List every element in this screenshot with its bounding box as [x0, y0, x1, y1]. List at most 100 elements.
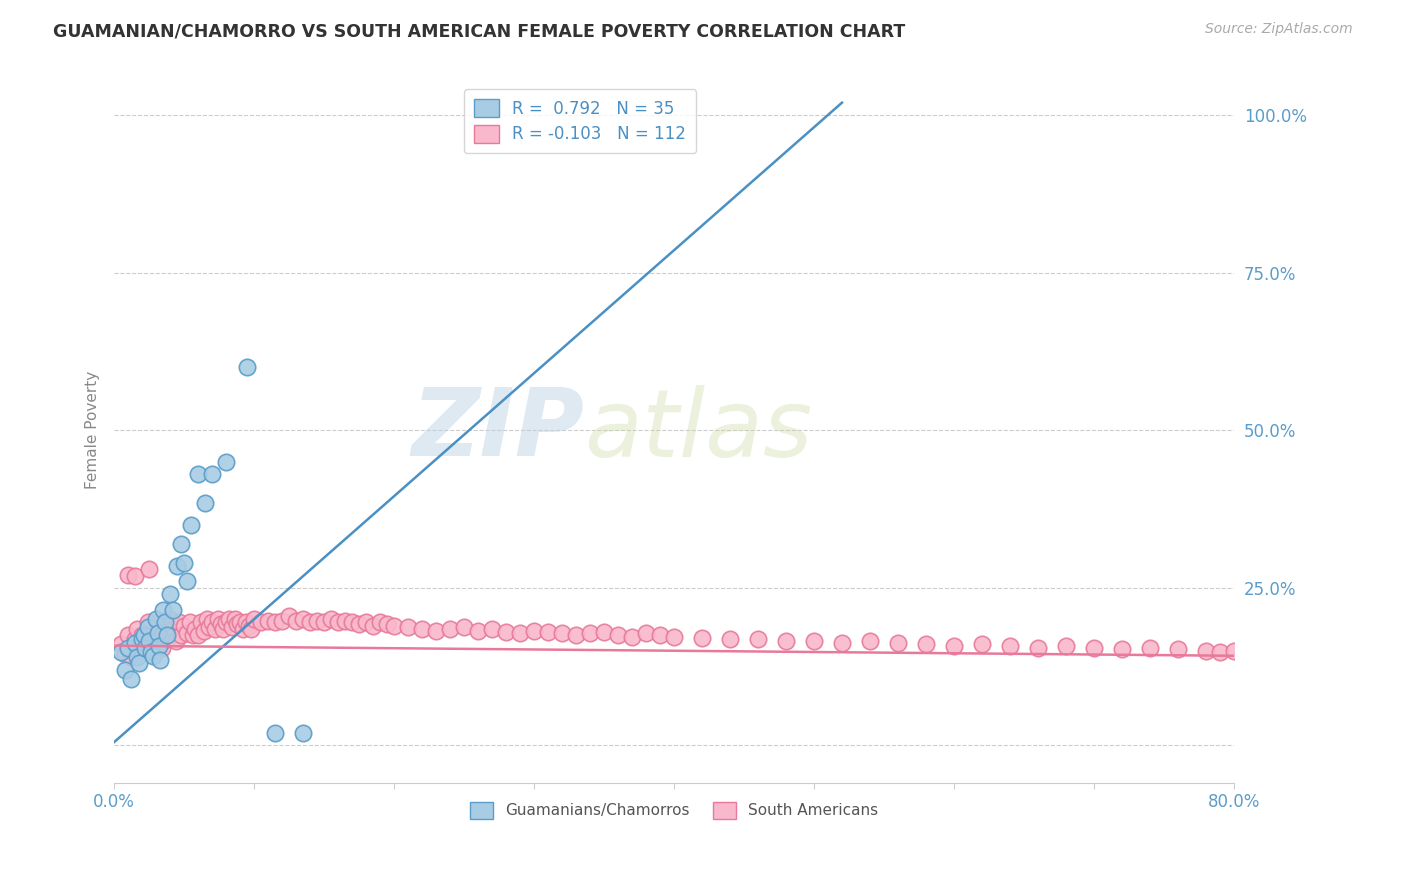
Point [110, 637, 132, 651]
Point [159, 612, 181, 626]
Point [509, 626, 531, 640]
Point [124, 636, 146, 650]
Point [648, 628, 671, 642]
Point [187, 628, 209, 642]
Point [150, 640, 173, 655]
Point [128, 640, 150, 655]
Point [593, 624, 616, 639]
Point [156, 628, 179, 642]
Point [264, 615, 287, 630]
Point [162, 603, 184, 617]
Point [179, 615, 201, 630]
Point [176, 574, 198, 589]
Point [1111, 642, 1133, 657]
Point [193, 624, 215, 638]
Point [124, 632, 146, 647]
Y-axis label: Female Poverty: Female Poverty [86, 371, 100, 490]
Point [136, 620, 159, 634]
Point [1195, 644, 1218, 658]
Point [170, 536, 193, 550]
Point [368, 615, 391, 630]
Point [1054, 639, 1077, 653]
Point [232, 622, 254, 636]
Point [125, 650, 148, 665]
Point [212, 622, 235, 636]
Point [207, 612, 229, 626]
Point [1026, 640, 1049, 655]
Point [152, 603, 174, 617]
Point [326, 615, 349, 630]
Point [184, 622, 207, 636]
Point [176, 626, 198, 640]
Point [240, 622, 263, 636]
Point [156, 632, 179, 647]
Text: atlas: atlas [585, 384, 813, 475]
Point [859, 634, 882, 648]
Point [125, 622, 148, 636]
Point [537, 624, 560, 639]
Point [167, 615, 190, 630]
Point [375, 617, 398, 632]
Point [162, 622, 184, 636]
Point [153, 615, 176, 630]
Point [250, 615, 273, 630]
Point [718, 632, 741, 647]
Point [215, 455, 238, 469]
Point [173, 556, 195, 570]
Point [495, 624, 517, 639]
Point [120, 650, 142, 665]
Point [170, 628, 193, 642]
Point [481, 622, 503, 636]
Point [201, 467, 224, 482]
Point [110, 645, 132, 659]
Point [138, 634, 160, 648]
Point [636, 626, 658, 640]
Point [173, 618, 195, 632]
Point [314, 615, 336, 630]
Point [134, 640, 156, 655]
Point [132, 628, 155, 642]
Point [382, 618, 405, 632]
Point [235, 615, 257, 630]
Point [321, 612, 343, 626]
Point [148, 636, 170, 650]
Point [523, 624, 546, 638]
Point [292, 612, 315, 626]
Point [190, 615, 212, 630]
Point [775, 634, 797, 648]
Point [131, 628, 153, 642]
Point [467, 624, 489, 638]
Point [138, 562, 160, 576]
Point [354, 615, 377, 630]
Point [565, 628, 588, 642]
Point [621, 630, 644, 644]
Point [153, 615, 176, 630]
Point [747, 632, 769, 647]
Point [195, 612, 218, 626]
Point [915, 637, 938, 651]
Point [166, 558, 188, 573]
Point [131, 632, 153, 647]
Legend: Guamanians/Chamorros, South Americans: Guamanians/Chamorros, South Americans [464, 796, 884, 825]
Point [662, 630, 685, 644]
Point [128, 657, 150, 671]
Point [439, 622, 461, 636]
Point [181, 628, 204, 642]
Point [551, 626, 574, 640]
Point [831, 636, 853, 650]
Point [117, 640, 139, 655]
Point [145, 624, 167, 639]
Point [139, 645, 162, 659]
Point [347, 617, 370, 632]
Point [453, 620, 475, 634]
Point [1223, 644, 1246, 658]
Point [120, 672, 142, 686]
Point [204, 622, 226, 636]
Point [117, 568, 139, 582]
Point [333, 614, 356, 628]
Point [198, 620, 221, 634]
Point [224, 612, 246, 626]
Point [243, 612, 266, 626]
Point [229, 615, 252, 630]
Text: ZIP: ZIP [412, 384, 585, 476]
